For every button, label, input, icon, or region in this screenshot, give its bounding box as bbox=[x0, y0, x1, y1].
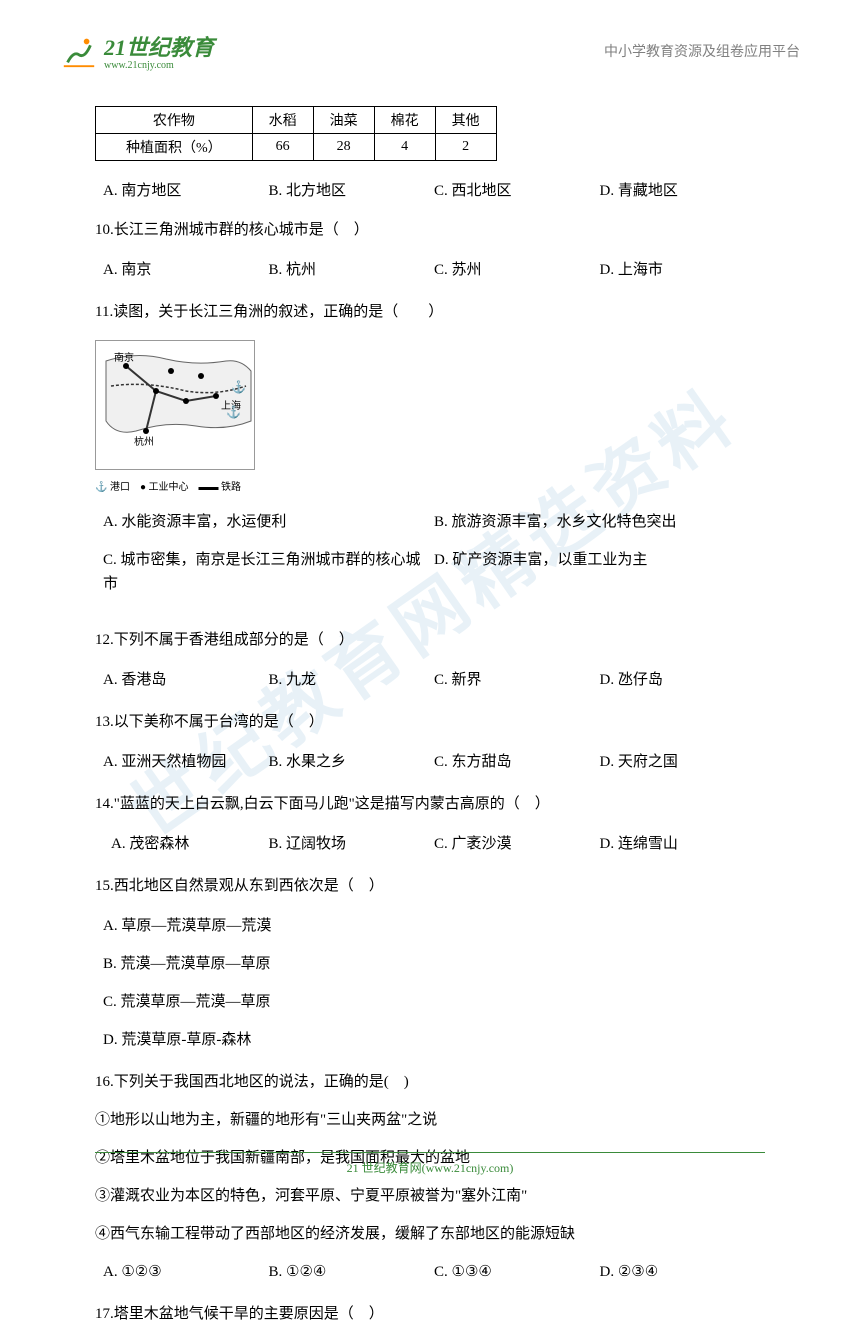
page-header: 21世纪教育 www.21cnjy.com 中小学教育资源及组卷应用平台 bbox=[0, 0, 860, 81]
table-row: 种植面积（%） 66 28 4 2 bbox=[96, 134, 497, 161]
question-12: 12.下列不属于香港组成部分的是（ ） A. 香港岛 B. 九龙 C. 新界 D… bbox=[95, 628, 765, 692]
statement-3: ③灌溉农业为本区的特色，河套平原、宁夏平原被誉为"塞外江南" bbox=[95, 1184, 765, 1208]
table-cell: 4 bbox=[374, 134, 435, 161]
option-a: A. 亚洲天然植物园 bbox=[103, 750, 269, 774]
option-a: A. 香港岛 bbox=[103, 668, 269, 692]
statement-1: ①地形以山地为主，新疆的地形有"三山夹两盆"之说 bbox=[95, 1108, 765, 1132]
question-text: 15.西北地区自然景观从东到西依次是（ ） bbox=[95, 874, 765, 898]
map-legend: ⚓ 港口 ● 工业中心 ▬▬ 铁路 bbox=[95, 480, 765, 496]
svg-text:南京: 南京 bbox=[114, 351, 134, 364]
yangtze-delta-map: 南京 上海 杭州 ⚓ ⚓ bbox=[95, 340, 255, 470]
table-cell: 66 bbox=[252, 134, 313, 161]
option-d: D. ②③④ bbox=[600, 1260, 766, 1284]
option-b: B. 北方地区 bbox=[269, 179, 435, 200]
question-14: 14."蓝蓝的天上白云飘,白云下面马儿跑"这是描写内蒙古高原的（ ） A. 茂密… bbox=[95, 792, 765, 856]
svg-text:⚓: ⚓ bbox=[226, 405, 241, 419]
option-a: A. 南方地区 bbox=[103, 179, 269, 200]
option-c: C. 东方甜岛 bbox=[434, 750, 600, 774]
option-c: C. 新界 bbox=[434, 668, 600, 692]
table-cell: 棉花 bbox=[374, 107, 435, 134]
crops-table: 农作物 水稻 油菜 棉花 其他 种植面积（%） 66 28 4 2 bbox=[95, 106, 497, 161]
option-a: A. 草原—荒漠草原—荒漠 bbox=[103, 914, 765, 938]
table-cell: 油菜 bbox=[313, 107, 374, 134]
option-d: D. 上海市 bbox=[600, 258, 766, 282]
option-b: B. 九龙 bbox=[269, 668, 435, 692]
option-b: B. 旅游资源丰富，水乡文化特色突出 bbox=[434, 510, 765, 534]
svg-text:杭州: 杭州 bbox=[134, 435, 154, 448]
option-d: D. 连绵雪山 bbox=[600, 832, 766, 856]
option-a: A. 茂密森林 bbox=[103, 832, 269, 856]
table-cell: 其他 bbox=[435, 107, 496, 134]
footer-text: 21 世纪教育网(www.21cnjy.com) bbox=[347, 1161, 514, 1175]
question-text: 11.读图，关于长江三角洲的叙述，正确的是（ ） bbox=[95, 300, 765, 324]
option-d: D. 青藏地区 bbox=[600, 179, 766, 200]
option-a: A. 南京 bbox=[103, 258, 269, 282]
question-17: 17.塔里木盆地气候干旱的主要原因是（ ） bbox=[95, 1302, 765, 1326]
option-d: D. 天府之国 bbox=[600, 750, 766, 774]
table-cell: 种植面积（%） bbox=[96, 134, 253, 161]
table-cell: 28 bbox=[313, 134, 374, 161]
option-c: C. 苏州 bbox=[434, 258, 600, 282]
page-footer: 21 世纪教育网(www.21cnjy.com) bbox=[0, 1152, 860, 1176]
table-cell: 农作物 bbox=[96, 107, 253, 134]
question-text: 17.塔里木盆地气候干旱的主要原因是（ ） bbox=[95, 1302, 765, 1326]
logo: 21世纪教育 www.21cnjy.com bbox=[60, 30, 214, 71]
table-row: 农作物 水稻 油菜 棉花 其他 bbox=[96, 107, 497, 134]
table-cell: 水稻 bbox=[252, 107, 313, 134]
option-b: B. 荒漠—荒漠草原—草原 bbox=[103, 952, 765, 976]
option-a: A. 水能资源丰富，水运便利 bbox=[103, 510, 434, 534]
question-13: 13.以下美称不属于台湾的是（ ） A. 亚洲天然植物园 B. 水果之乡 C. … bbox=[95, 710, 765, 774]
question-16: 16.下列关于我国西北地区的说法，正确的是( ) ①地形以山地为主，新疆的地形有… bbox=[95, 1070, 765, 1284]
q9-options: A. 南方地区 B. 北方地区 C. 西北地区 D. 青藏地区 bbox=[95, 179, 765, 200]
option-b: B. 水果之乡 bbox=[269, 750, 435, 774]
option-d: D. 矿产资源丰富，以重工业为主 bbox=[434, 548, 765, 596]
table-cell: 2 bbox=[435, 134, 496, 161]
option-a: A. ①②③ bbox=[103, 1260, 269, 1284]
option-c: C. ①③④ bbox=[434, 1260, 600, 1284]
option-d: D. 荒漠草原-草原-森林 bbox=[103, 1028, 765, 1052]
option-b: B. ①②④ bbox=[269, 1260, 435, 1284]
option-c: C. 广袤沙漠 bbox=[434, 832, 600, 856]
option-c: C. 城市密集，南京是长江三角洲城市群的核心城市 bbox=[103, 548, 434, 596]
question-15: 15.西北地区自然景观从东到西依次是（ ） A. 草原—荒漠草原—荒漠 B. 荒… bbox=[95, 874, 765, 1052]
question-text: 10.长江三角洲城市群的核心城市是（ ） bbox=[95, 218, 765, 242]
question-text: 14."蓝蓝的天上白云飘,白云下面马儿跑"这是描写内蒙古高原的（ ） bbox=[95, 792, 765, 816]
question-text: 16.下列关于我国西北地区的说法，正确的是( ) bbox=[95, 1070, 765, 1094]
svg-text:⚓: ⚓ bbox=[231, 380, 246, 394]
option-b: B. 辽阔牧场 bbox=[269, 832, 435, 856]
runner-icon bbox=[60, 32, 98, 70]
footer-divider bbox=[95, 1152, 765, 1153]
logo-url: www.21cnjy.com bbox=[104, 60, 214, 71]
logo-text: 21世纪教育 bbox=[104, 35, 214, 60]
option-c: C. 西北地区 bbox=[434, 179, 600, 200]
option-c: C. 荒漠草原—荒漠—草原 bbox=[103, 990, 765, 1014]
question-text: 12.下列不属于香港组成部分的是（ ） bbox=[95, 628, 765, 652]
statement-4: ④西气东输工程带动了西部地区的经济发展，缓解了东部地区的能源短缺 bbox=[95, 1222, 765, 1246]
question-text: 13.以下美称不属于台湾的是（ ） bbox=[95, 710, 765, 734]
option-b: B. 杭州 bbox=[269, 258, 435, 282]
question-10: 10.长江三角洲城市群的核心城市是（ ） A. 南京 B. 杭州 C. 苏州 D… bbox=[95, 218, 765, 282]
question-11: 11.读图，关于长江三角洲的叙述，正确的是（ ） 南京 上海 杭州 ⚓ ⚓ bbox=[95, 300, 765, 610]
header-subtitle: 中小学教育资源及组卷应用平台 bbox=[604, 41, 800, 61]
option-d: D. 氹仔岛 bbox=[600, 668, 766, 692]
